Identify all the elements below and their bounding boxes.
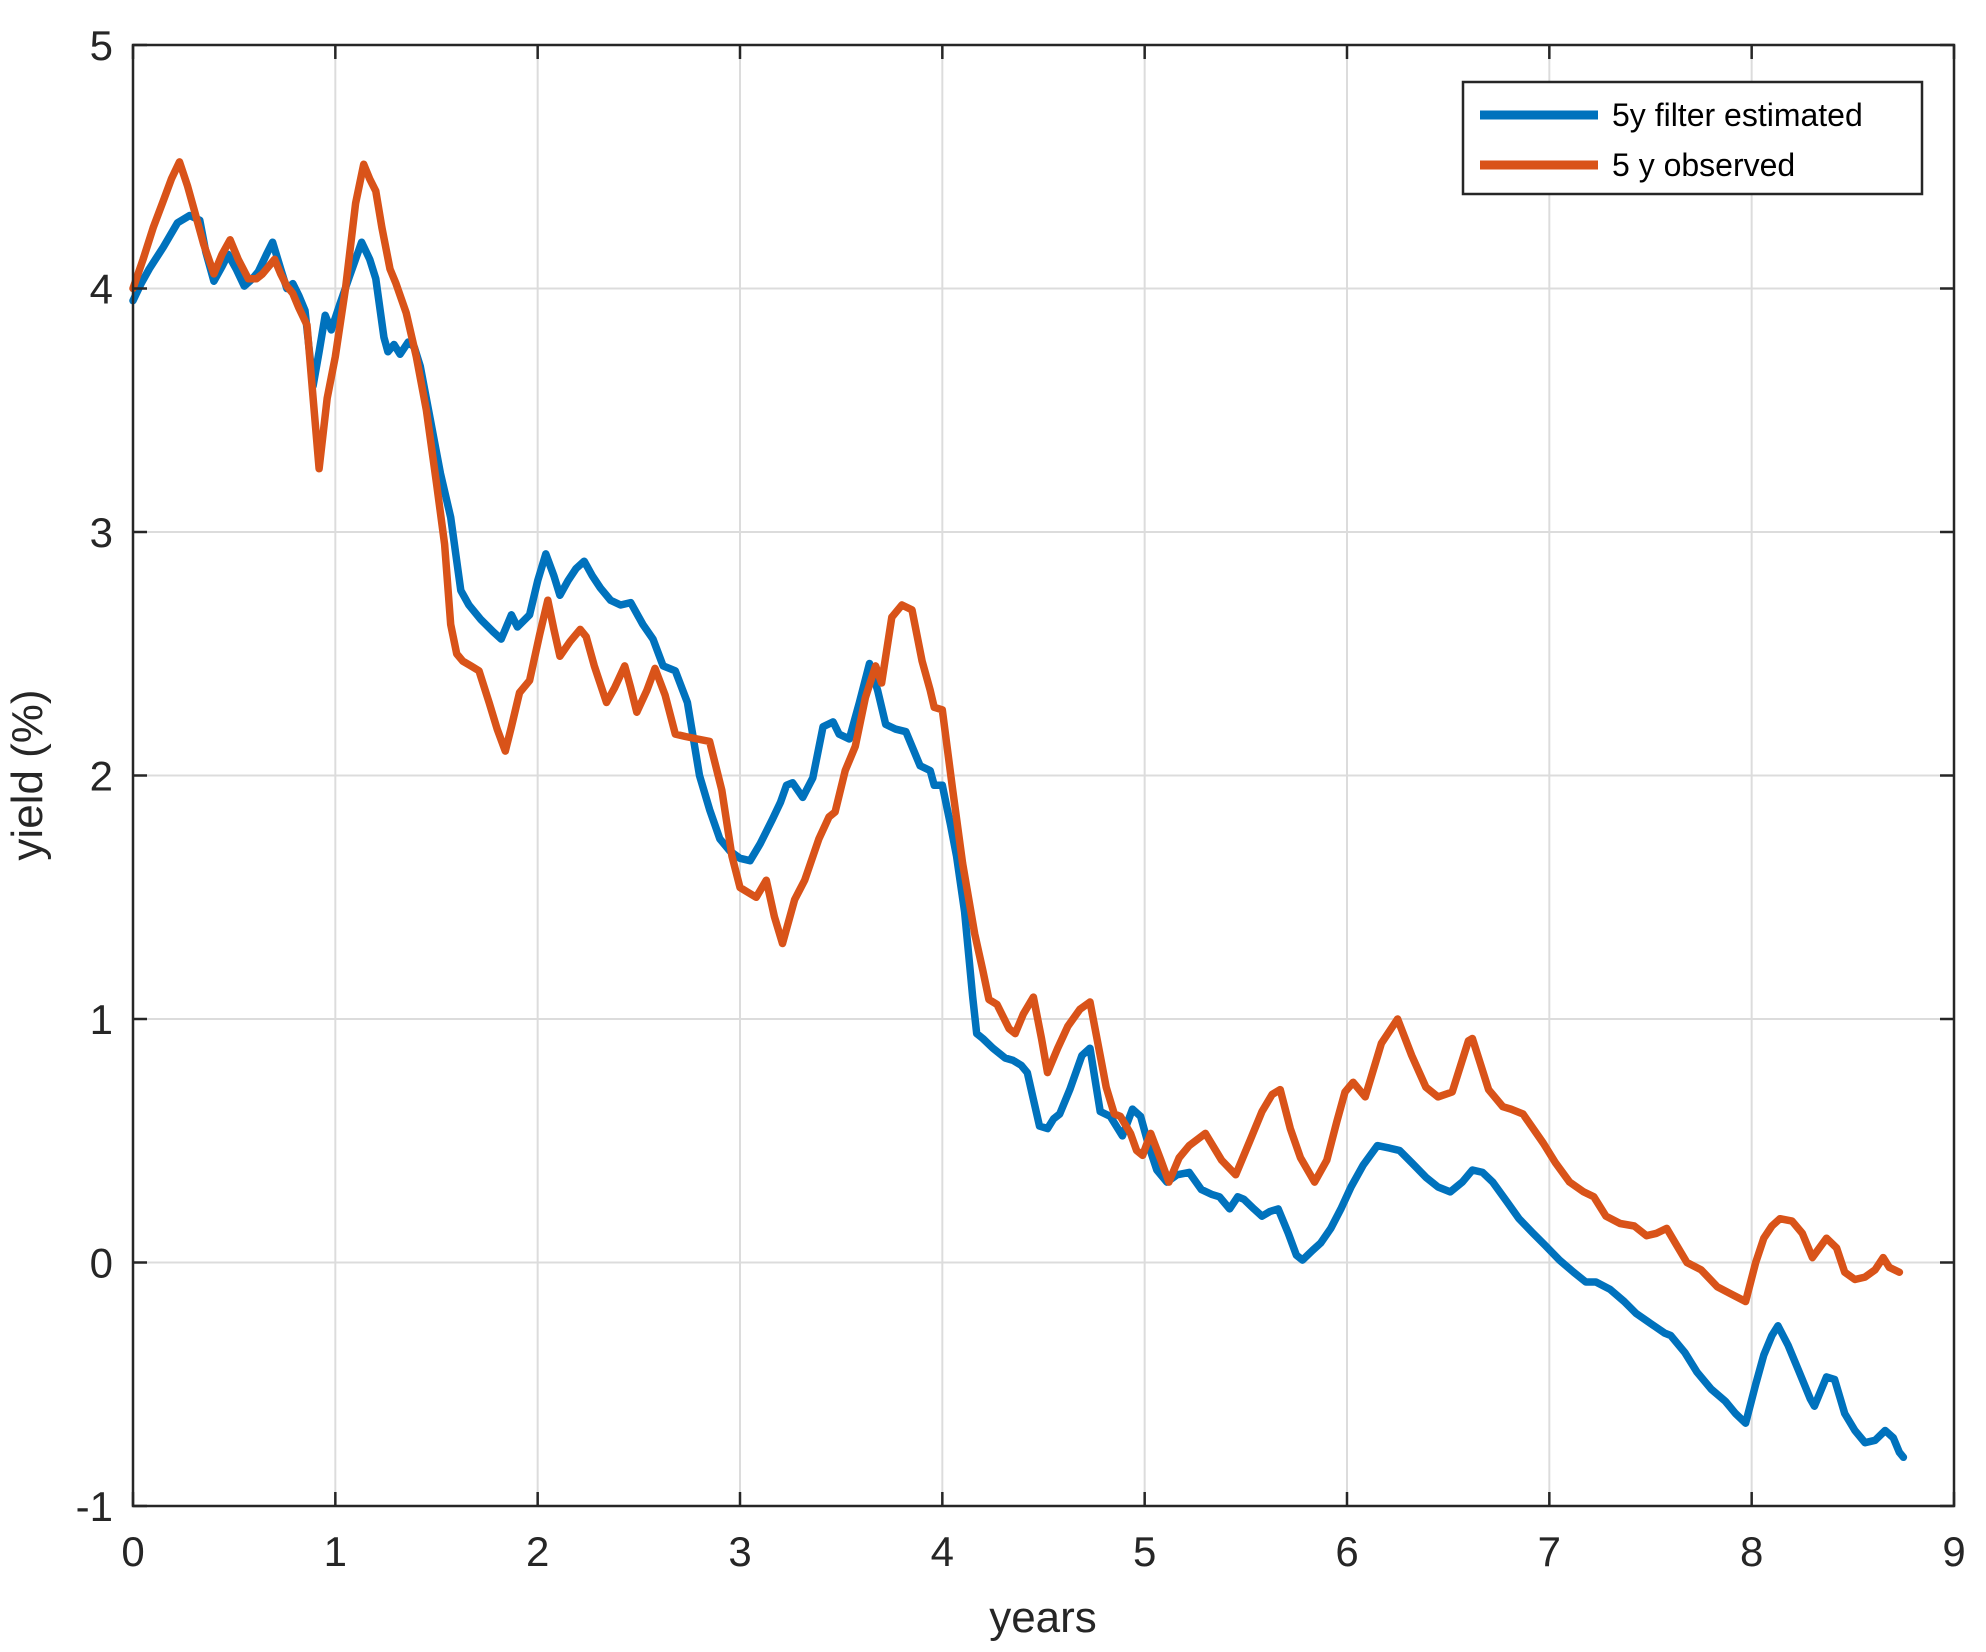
x-tick-label: 4 bbox=[931, 1528, 954, 1575]
x-tick-label: 3 bbox=[728, 1528, 751, 1575]
y-axis-title: yield (%) bbox=[3, 689, 52, 860]
x-tick-label: 1 bbox=[324, 1528, 347, 1575]
series-line-filter-estimated bbox=[129, 211, 1908, 1462]
y-tick-label: 3 bbox=[90, 509, 113, 556]
legend-label-estimated: 5y filter estimated bbox=[1612, 97, 1863, 133]
series-line-observed bbox=[129, 158, 1904, 1306]
y-tick-label: 2 bbox=[90, 753, 113, 800]
x-tick-label: 9 bbox=[1942, 1528, 1965, 1575]
y-tick-label: -1 bbox=[76, 1483, 113, 1530]
y-tick-label: 1 bbox=[90, 996, 113, 1043]
x-axis-title: years bbox=[989, 1593, 1097, 1642]
x-tick-label: 7 bbox=[1538, 1528, 1561, 1575]
legend: 5y filter estimated 5 y observed bbox=[1461, 80, 1924, 196]
y-tick-label: 4 bbox=[90, 266, 113, 313]
x-tick-label: 0 bbox=[121, 1528, 144, 1575]
x-tick-label: 5 bbox=[1133, 1528, 1156, 1575]
y-tick-label: 0 bbox=[90, 1240, 113, 1287]
legend-label-observed: 5 y observed bbox=[1612, 147, 1795, 183]
x-tick-label: 6 bbox=[1335, 1528, 1358, 1575]
legend-box bbox=[1461, 80, 1924, 196]
y-tick-label: 5 bbox=[90, 22, 113, 69]
x-tick-label: 2 bbox=[526, 1528, 549, 1575]
x-tick-label: 8 bbox=[1740, 1528, 1763, 1575]
